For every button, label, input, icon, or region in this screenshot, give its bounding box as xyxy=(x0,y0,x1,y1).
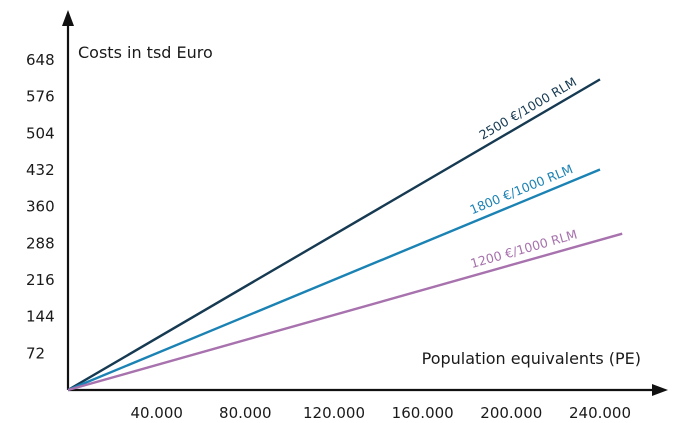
x-tick-label: 160.000 xyxy=(392,404,454,422)
y-axis-title: Costs in tsd Euro xyxy=(78,43,213,62)
series-label-2: 1200 €/1000 RLM xyxy=(469,227,579,271)
y-tick-label: 576 xyxy=(26,88,55,106)
series-line-2 xyxy=(67,232,623,392)
y-tick-label: 72 xyxy=(26,344,45,362)
y-tick-label: 216 xyxy=(26,271,55,289)
x-tick-label: 80.000 xyxy=(219,404,272,422)
x-tick-label: 120.000 xyxy=(303,404,365,422)
series-line-1 xyxy=(67,168,601,392)
y-tick-label: 360 xyxy=(26,198,55,216)
series-label-0: 2500 €/1000 RLM xyxy=(476,74,579,143)
axes xyxy=(62,10,668,396)
series-line-0 xyxy=(67,78,601,392)
x-tick-label: 40.000 xyxy=(130,404,183,422)
y-tick-label: 648 xyxy=(26,51,55,69)
x-tick-label: 240.000 xyxy=(569,404,631,422)
y-tick-label: 432 xyxy=(26,161,55,179)
x-axis-title: Population equivalents (PE) xyxy=(422,349,641,368)
y-tick-label: 504 xyxy=(26,124,55,142)
y-tick-label: 288 xyxy=(26,234,55,252)
y-tick-label: 144 xyxy=(26,308,55,326)
series-label-1: 1800 €/1000 RLM xyxy=(468,161,576,217)
x-axis-arrow-icon xyxy=(652,384,668,396)
x-tick-label: 200.000 xyxy=(480,404,542,422)
y-axis-arrow-icon xyxy=(62,10,74,26)
